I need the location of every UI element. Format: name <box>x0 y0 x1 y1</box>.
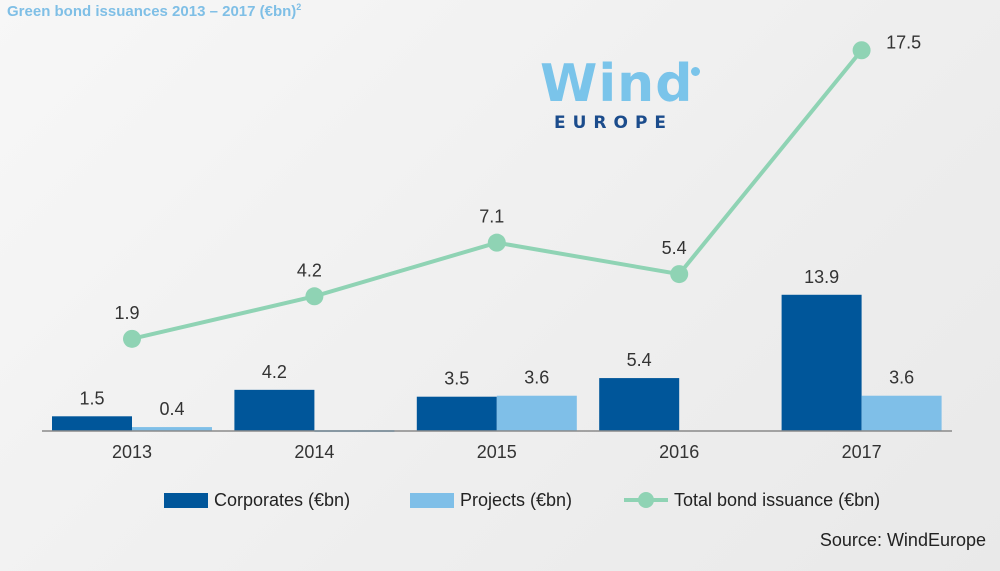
x-tick-2014: 2014 <box>294 442 334 462</box>
label-corporates-2013: 1.5 <box>79 388 104 408</box>
legend-label-projects: Projects (€bn) <box>460 489 573 510</box>
x-tick-2017: 2017 <box>842 442 882 462</box>
label-projects-2013: 0.4 <box>159 399 184 419</box>
point-total-2013 <box>123 329 141 348</box>
label-corporates-2015: 3.5 <box>444 369 469 389</box>
point-total-2017 <box>852 41 871 60</box>
legend-swatch-total <box>624 492 668 508</box>
chart-plot: 1.5 0.4 2013 4.2 2014 3.5 3.6 2015 5.4 2016 13.9 3.… <box>42 32 952 462</box>
chart-title: Green bond issuances 2013 – 2017 (€bn)2 <box>7 2 302 20</box>
label-total-2017: 17.5 <box>886 32 921 52</box>
label-projects-2017: 3.6 <box>889 368 914 388</box>
legend-label-corporates: Corporates (€bn) <box>214 489 351 510</box>
line-total <box>131 48 864 341</box>
bar-corporates-2016 <box>599 378 680 431</box>
bar-projects-2013 <box>132 427 212 431</box>
legend-item-projects: Projects (€bn) <box>410 486 572 514</box>
point-total-2015 <box>487 233 506 252</box>
label-total-2013: 1.9 <box>114 303 139 323</box>
label-projects-2015: 3.6 <box>524 368 549 388</box>
label-corporates-2016: 5.4 <box>627 350 652 370</box>
point-total-2014 <box>305 287 324 306</box>
logo-subword: EUROPE <box>554 113 674 133</box>
legend: Corporates (€bn) Projects (€bn) Total bo… <box>0 486 1000 514</box>
legend-label-total: Total bond issuance (€bn) <box>674 489 881 510</box>
x-tick-2016: 2016 <box>659 442 699 462</box>
bar-corporates-2015 <box>416 396 497 431</box>
bar-corporates-2017 <box>781 294 862 431</box>
label-corporates-2014: 4.2 <box>262 362 287 382</box>
label-total-2016: 5.4 <box>662 238 687 258</box>
legend-item-corporates: Corporates (€bn) <box>164 486 350 514</box>
label-total-2014: 4.2 <box>297 260 322 280</box>
point-total-2016 <box>670 265 689 284</box>
bar-corporates-2014 <box>234 389 315 431</box>
x-tick-2015: 2015 <box>477 442 517 462</box>
label-corporates-2017: 13.9 <box>804 267 839 287</box>
logo-word: Wind <box>540 54 694 114</box>
legend-item-total: Total bond issuance (€bn) <box>624 486 880 514</box>
x-tick-2013: 2013 <box>112 442 152 462</box>
windeurope-logo: Wind EUROPE <box>540 58 710 138</box>
logo-dot <box>691 67 700 76</box>
source-note: Source: WindEurope <box>819 530 986 550</box>
label-total-2015: 7.1 <box>479 207 504 227</box>
legend-swatch-corporates <box>164 492 208 508</box>
bar-projects-2015 <box>496 395 577 431</box>
legend-swatch-projects <box>410 492 454 508</box>
bar-corporates-2013 <box>52 416 132 431</box>
bar-projects-2017 <box>861 395 942 431</box>
